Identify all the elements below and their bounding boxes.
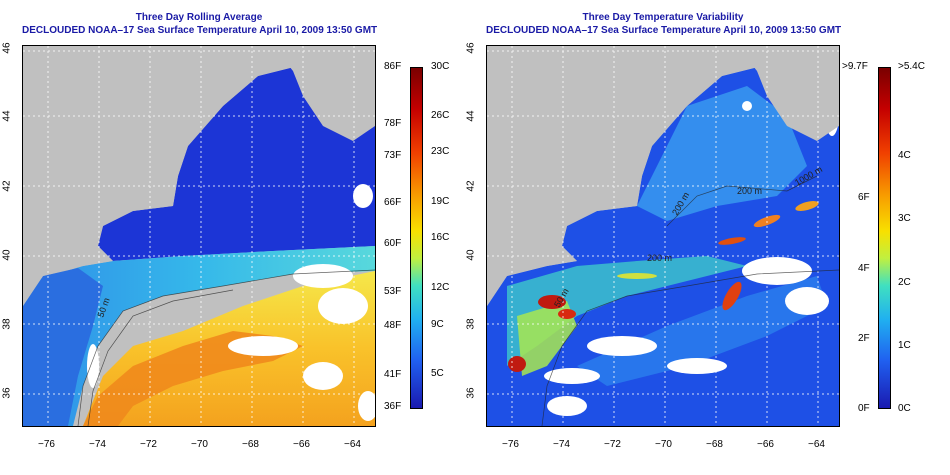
left-ytick-46: 46 [1,42,13,54]
left-cb-f-41: 41F [384,369,402,380]
shelf-water [23,246,375,426]
left-ytick-36: 36 [1,387,13,399]
left-cb-f-60: 60F [384,238,402,249]
right-cb-f-4: 4F [858,263,870,274]
right-cb-f-0: 0F [858,403,870,414]
left-xtick-74: −74 [89,439,106,450]
bathymetry-contours [77,269,375,426]
graticule [23,46,375,426]
left-xtick-70: −70 [191,439,208,450]
left-cb-f-53: 53F [384,286,402,297]
right-cb-c-2: 2C [898,277,911,288]
left-colorbar [410,67,423,409]
right-cb-c-max: >5.4C [898,61,925,72]
right-ytick-36: 36 [465,387,477,399]
right-ytick-44: 44 [465,110,477,122]
left-cb-f-36: 36F [384,401,402,412]
left-ytick-42: 42 [1,180,13,192]
left-xtick-66: −66 [293,439,310,450]
left-cb-c-23: 23C [431,146,450,157]
left-sst-map: 50 m [22,45,376,427]
variability-patches [507,86,827,386]
right-cb-c-4: 4C [898,150,911,161]
left-cb-c-9: 9C [431,319,444,330]
left-ytick-44: 44 [1,110,13,122]
right-cb-f-max: >9.7F [842,61,868,72]
coastal-water [23,268,103,426]
right-contour-label-3: 200 m [647,253,672,263]
left-cb-c-16: 16C [431,232,450,243]
right-title-line2: DECLOUDED NOAA–17 Sea Surface Temperatur… [486,25,842,36]
right-xtick-72: −72 [604,439,621,450]
right-contour-label-2: 200 m [737,186,762,196]
left-cb-c-19: 19C [431,196,450,207]
right-xtick-66: −66 [757,439,774,450]
left-xtick-76: −76 [38,439,55,450]
right-variability-map: 200 m 200 m 200 m 1000 m 50 m [486,45,840,427]
left-cb-f-48: 48F [384,320,402,331]
left-title-line1: Three Day Rolling Average [135,12,263,23]
left-cb-c-5: 5C [431,368,444,379]
right-cb-c-1: 1C [898,340,911,351]
right-ytick-38: 38 [465,318,477,330]
left-cb-f-86: 86F [384,61,402,72]
left-cb-f-78: 78F [384,118,402,129]
right-cb-c-0: 0C [898,403,911,414]
right-xtick-76: −76 [502,439,519,450]
left-cb-c-26: 26C [431,110,450,121]
right-cb-f-2: 2F [858,333,870,344]
left-xtick-72: −72 [140,439,157,450]
left-cb-c-12: 12C [431,282,450,293]
right-cb-f-6: 6F [858,192,870,203]
left-ytick-38: 38 [1,318,13,330]
right-cb-c-3: 3C [898,213,911,224]
right-ytick-42: 42 [465,180,477,192]
right-colorbar [878,67,891,409]
right-xtick-64: −64 [808,439,825,450]
right-title-line1: Three Day Temperature Variability [582,12,744,23]
left-xtick-64: −64 [344,439,361,450]
right-xtick-68: −68 [706,439,723,450]
right-xtick-74: −74 [553,439,570,450]
left-cb-f-66: 66F [384,197,402,208]
left-xtick-68: −68 [242,439,259,450]
right-xtick-70: −70 [655,439,672,450]
left-cb-c-30: 30C [431,61,450,72]
left-title-line2: DECLOUDED NOAA–17 Sea Surface Temperatur… [22,25,378,36]
nova-scotia-land [273,46,375,141]
left-cb-f-73: 73F [384,150,402,161]
right-ytick-40: 40 [465,249,477,261]
left-ytick-40: 40 [1,249,13,261]
right-ytick-46: 46 [465,42,477,54]
